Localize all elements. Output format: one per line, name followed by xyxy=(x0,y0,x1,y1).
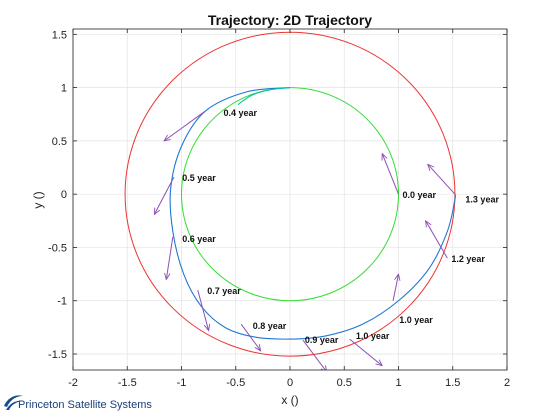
y-tick-label: -0.5 xyxy=(48,242,67,254)
thrust-vector-arrow xyxy=(426,221,448,259)
thrust-vector-arrow xyxy=(164,110,206,141)
thrust-vector-arrow xyxy=(392,274,398,301)
y-tick-label: -1 xyxy=(57,296,67,308)
company-logo-icon xyxy=(4,395,23,410)
y-tick-label: 0 xyxy=(61,189,67,201)
x-axis-label: x () xyxy=(281,393,298,407)
thrust-vector-arrow xyxy=(154,176,175,214)
time-annotation: 1.0 year xyxy=(356,331,390,341)
x-tick-label: -1.5 xyxy=(118,377,137,389)
y-tick-label: 1 xyxy=(61,83,67,95)
thrust-vector-arrow xyxy=(197,289,209,330)
x-tick-label: 1.5 xyxy=(445,377,460,389)
time-annotation: 1.2 year xyxy=(451,254,485,264)
time-annotation: 1.0 year xyxy=(399,315,433,325)
y-tick-label: 1.5 xyxy=(52,29,67,41)
time-annotation: 0.4 year xyxy=(223,108,257,118)
chart-title: Trajectory: 2D Trajectory xyxy=(208,12,372,28)
company-logo-text: Princeton Satellite Systems xyxy=(18,399,152,411)
time-annotation: 0.9 year xyxy=(305,335,339,345)
time-annotation: 0.0 year xyxy=(403,190,437,200)
trajectory-path xyxy=(237,87,291,106)
time-annotation: 0.8 year xyxy=(253,321,287,331)
x-tick-label: 2 xyxy=(504,377,510,389)
x-tick-label: -2 xyxy=(68,377,78,389)
y-tick-label: 0.5 xyxy=(52,136,67,148)
thrust-vector-arrow xyxy=(349,338,383,366)
annotation-labels: 0.0 year 0.4 year 0.5 year 0.6 year 0.7 year… xyxy=(182,108,499,345)
thrust-vector-arrow xyxy=(302,339,327,370)
x-tick-label: -0.5 xyxy=(226,377,245,389)
axis-ticks: -2 -1.5 -1 -0.5 0 0.5 1 1.5 2 1.5 1 0.5 0 -0.5 -1 -1.5 xyxy=(48,29,510,389)
thrust-vector-arrow xyxy=(240,323,261,351)
x-tick-label: -1 xyxy=(177,377,187,389)
y-axis-label: y () xyxy=(31,191,45,208)
x-tick-label: 0.5 xyxy=(337,377,352,389)
thrust-vector-arrow xyxy=(166,236,174,280)
x-tick-label: 0 xyxy=(287,377,293,389)
time-annotation: 1.3 year xyxy=(465,194,499,204)
time-annotation: 0.7 year xyxy=(207,286,241,296)
time-annotation: 0.5 year xyxy=(182,173,216,183)
y-tick-label: -1.5 xyxy=(48,349,67,361)
thrust-vector-arrow xyxy=(382,154,399,195)
trajectory-path xyxy=(169,87,457,340)
time-annotation: 0.6 year xyxy=(182,234,216,244)
x-tick-label: 1 xyxy=(395,377,401,389)
thrust-vector-arrow xyxy=(428,164,456,195)
